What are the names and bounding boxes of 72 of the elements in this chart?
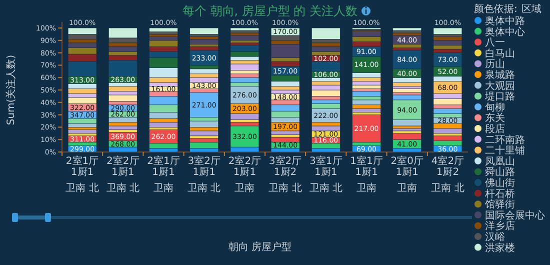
x-axis-title: 朝向 房屋户型 (228, 241, 292, 253)
x-tick-label: 1室1厅1厨1卫南 (350, 155, 383, 194)
x-tick-label: 2室1厅1厨1卫南 北 (66, 155, 99, 194)
legend-label: 汉峪 (485, 231, 505, 243)
bar (433, 40, 462, 46)
bar (352, 81, 381, 86)
bar (312, 90, 340, 96)
legend-label: 堤口路 (484, 90, 515, 103)
legend-label: 历山 (485, 58, 505, 70)
bar (190, 39, 218, 44)
bar (149, 122, 178, 128)
legend-label: 二十里铺 (485, 144, 525, 157)
x-tick-label: 4室2厅1厨2卫南 北 (431, 155, 464, 194)
bar (108, 94, 138, 102)
bar (190, 68, 218, 74)
legend-label: 杆石桥 (484, 188, 515, 200)
bar (230, 40, 260, 44)
text: 颜色依据: (474, 3, 518, 15)
bar (149, 28, 178, 32)
x-tick-label: 3室2厅1厨1卫南 北 (188, 155, 221, 194)
x-tick-label: 2室2厅1厨1卫南 (228, 155, 262, 194)
legend-label: 奥体中心 (485, 26, 525, 38)
x-tick-label: 3室2厅1厨2卫南 北 (268, 155, 302, 194)
legend-label: 八一 (485, 38, 505, 49)
x-tick-label: 2室0厅1厨1卫南 (390, 155, 424, 194)
bar (149, 32, 178, 34)
x-tick-label: 2室1厅1厨1卫南 (147, 155, 180, 194)
bar (149, 34, 178, 37)
legend-label: 国际会展中心 (485, 209, 545, 222)
legend-label: 洪家楼 (485, 242, 515, 254)
bar (108, 46, 138, 52)
legend-label: 大观园 (485, 80, 515, 92)
legend-label: 段店 (485, 123, 505, 135)
bar (392, 30, 422, 34)
bar (230, 77, 260, 83)
bar (392, 88, 422, 93)
bar (190, 28, 218, 34)
y-axis-title: Sum(关注人数) (5, 54, 17, 126)
legend-label: 白马山 (485, 47, 515, 60)
bar (230, 30, 260, 34)
x-tick-label: 3室1厅1厨1卫南 北 (309, 155, 342, 194)
legend-label: 舜山路 (485, 166, 515, 178)
bar (68, 127, 97, 130)
bar (352, 91, 381, 96)
bar (312, 46, 340, 52)
bar (190, 130, 218, 136)
chart-title: 每个 朝向, 房屋户型 的 关注人数 (182, 4, 358, 18)
legend-title: 区域 (521, 3, 542, 15)
bar (270, 44, 300, 58)
x-tick-label: 2室2厅1厨1卫南 北 (106, 155, 140, 194)
bar (433, 108, 462, 114)
bar (108, 86, 138, 92)
bar (190, 120, 218, 128)
legend-label: 洋乡店 (485, 220, 515, 232)
bar (190, 142, 218, 148)
bar (392, 86, 422, 89)
legend-label: 奥体中路 (485, 15, 525, 27)
legend-label: 甸柳 (485, 101, 505, 114)
legend-label: 东关 (485, 112, 505, 124)
legend-label: 凤凰山 (485, 155, 515, 168)
legend-label: 佛山街 (485, 177, 515, 189)
bar (352, 114, 381, 142)
bar (352, 100, 381, 106)
bar (392, 28, 422, 31)
bar (230, 64, 260, 70)
legend-label: 馆驿街 (484, 198, 515, 211)
legend-label: 二环南路 (485, 134, 525, 146)
bar (230, 28, 260, 31)
bar (190, 44, 218, 47)
legend-label: 泉城路 (485, 69, 515, 81)
bar (433, 28, 462, 34)
bar (312, 28, 340, 40)
